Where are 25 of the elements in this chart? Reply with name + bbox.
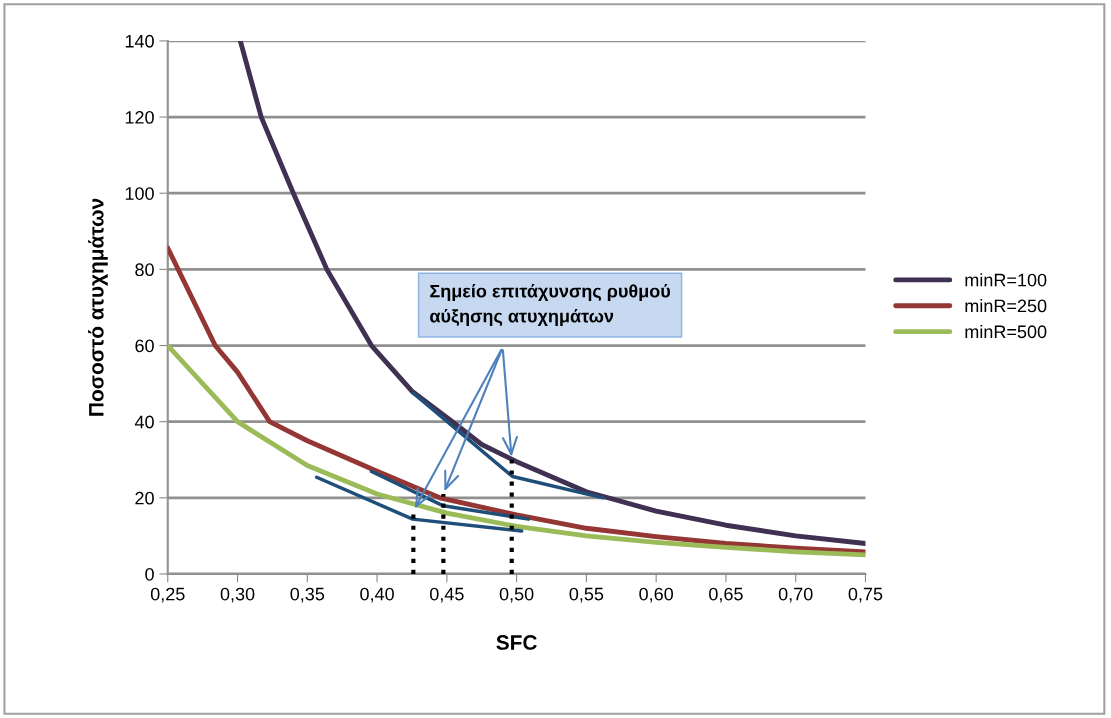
x-tick-label: 0,65 bbox=[709, 587, 743, 603]
annotation: Σημείο επιτάχυνσης ρυθμού αύξησης ατυχημάτων bbox=[430, 284, 671, 327]
x-tick-label: 0,35 bbox=[290, 587, 325, 603]
legend-label: minR=250 bbox=[965, 299, 1047, 313]
y-tick-label: 120 bbox=[125, 111, 154, 124]
legend-label: minR=500 bbox=[965, 324, 1047, 339]
x-tick-label: 0,30 bbox=[220, 587, 255, 603]
legend-label: minR=100 bbox=[965, 273, 1047, 287]
x-tick-label: 0,40 bbox=[360, 587, 394, 603]
y-tick-label: 40 bbox=[134, 415, 154, 429]
x-tick-label: 0,25 bbox=[150, 587, 185, 603]
y-tick-label: 60 bbox=[135, 339, 154, 353]
x-tick-label: 0,55 bbox=[569, 587, 604, 603]
y-tick-label: 20 bbox=[135, 491, 154, 505]
x-tick-label: 0,70 bbox=[778, 587, 813, 603]
x-tick-label: 0,45 bbox=[429, 587, 464, 603]
x-tick-label: 0,50 bbox=[499, 587, 534, 603]
y-tick-label: 140 bbox=[125, 34, 154, 48]
y-axis-title: Ποσοστό ατυχημάτων bbox=[88, 198, 108, 416]
y-tick-label: 80 bbox=[135, 263, 154, 277]
y-tick-label: 0 bbox=[145, 567, 154, 581]
x-tick-label: 0,75 bbox=[848, 587, 883, 603]
y-tick-label: 100 bbox=[125, 187, 154, 200]
x-axis-title: SFC bbox=[496, 635, 537, 650]
x-tick-label: 0,60 bbox=[639, 587, 674, 603]
